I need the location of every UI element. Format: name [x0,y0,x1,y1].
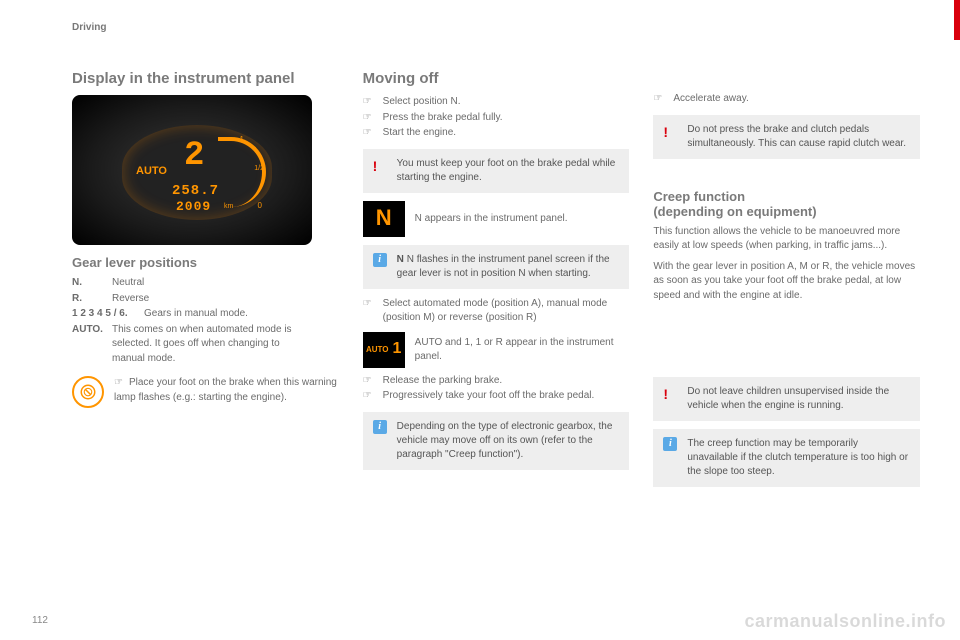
accel-step: ☞ Accelerate away. [653,92,920,107]
dash-trip: 258.7 [172,183,219,199]
arrow-icon: ☞ [114,377,123,388]
arrow-icon: ☞ [363,297,375,326]
step: Select automated mode (position A), manu… [383,297,630,326]
page-number: 112 [32,615,48,626]
steps-3: ☞ Release the parking brake. ☞ Progressive… [363,374,630,404]
callout-creep-ref: i Depending on the type of electronic ge… [363,412,630,470]
bold-n: N [397,254,404,265]
callout-text: Do not press the brake and clutch pedals… [687,123,910,151]
foot-brake-block: ☞Place your foot on the brake when this … [72,376,339,408]
creep-para-1: This function allows the vehicle to be m… [653,225,920,254]
step: Release the parking brake. [383,374,503,389]
gear-positions-title: Gear lever positions [72,255,339,270]
callout-clutch: ! Do not press the brake and clutch peda… [653,115,920,159]
warning-icon: ! [663,386,668,402]
dash-tick-half: 1/2 [254,165,264,172]
def-gears: Gears in manual mode. [144,307,302,322]
callout-text: Do not leave children unsupervised insid… [687,385,910,413]
dash-gear-digit: 2 [184,137,204,175]
auto-appears-row: AUTO1 AUTO and 1, 1 or R appear in the i… [363,332,630,368]
callout-brake-start: ! You must keep your foot on the brake p… [363,149,630,193]
dash-tick-1: 1 [240,135,244,144]
step: Accelerate away. [673,92,748,107]
step: Progressively take your foot off the bra… [383,389,595,404]
dash-fuel-arc [218,137,266,207]
steps-1: ☞ Select position N. ☞ Press the brake ped… [363,95,630,141]
callout-text: Depending on the type of electronic gear… [397,420,620,462]
callout-text: N N flashes in the instrument panel scre… [397,253,620,281]
auto-appears-text: AUTO and 1, 1 or R appear in the instrum… [415,336,630,364]
arrow-icon: ☞ [363,126,375,141]
panel-n-image: N [363,201,405,237]
panel-auto-label: AUTO [366,344,389,355]
arrow-icon: ☞ [363,95,375,110]
term-auto: AUTO. [72,323,112,338]
arrow-icon: ☞ [363,111,375,126]
warning-icon: ! [373,158,378,174]
info-icon: i [663,437,677,451]
term-r: R. [72,292,112,307]
panel-auto1-image: AUTO1 [363,332,405,368]
panel-n-glyph: N [376,203,392,234]
callout-n-flash: i N N flashes in the instrument panel sc… [363,245,630,289]
col2-title: Moving off [363,70,630,87]
creep-para-2: With the gear lever in position A, M or … [653,260,920,304]
creep-subtitle: (depending on equipment) [653,204,920,219]
term-n: N. [72,276,112,291]
foot-brake-body: Place your foot on the brake when this w… [114,377,337,403]
gear-positions-list: N.Neutral R.Reverse 1 2 3 4 5 / 6.Gears … [72,276,339,366]
steps-2: ☞ Select automated mode (position A), man… [363,297,630,326]
content-grid: Display in the instrument panel AUTO 2 2… [72,70,920,495]
dash-odo: 2009 [176,199,211,214]
instrument-panel-image: AUTO 2 258.7 2009 km 1 1/2 0 [72,95,312,245]
panel-1-glyph: 1 [392,338,401,360]
info-icon: i [373,420,387,434]
arrow-icon: ☞ [653,92,665,107]
step: Press the brake pedal fully. [383,111,503,126]
n-flash-text: N flashes in the instrument panel screen… [397,254,610,279]
dash-screen: AUTO 2 258.7 2009 km 1 1/2 0 [122,125,272,220]
dash-auto-label: AUTO [136,165,167,177]
callout-text: You must keep your foot on the brake ped… [397,157,620,185]
column-1: Display in the instrument panel AUTO 2 2… [72,70,339,495]
step: Select position N. [383,95,461,110]
callout-text: The creep function may be temporarily un… [687,437,910,479]
n-appears-row: N N appears in the instrument panel. [363,201,630,237]
n-appears-text: N appears in the instrument panel. [415,212,568,226]
brake-warning-icon [72,376,104,408]
step: Start the engine. [383,126,456,141]
callout-temp: i The creep function may be temporarily … [653,429,920,487]
col1-title: Display in the instrument panel [72,70,339,87]
def-r: Reverse [112,292,302,307]
foot-brake-text: ☞Place your foot on the brake when this … [114,376,339,405]
arrow-icon: ☞ [363,374,375,389]
watermark: carmanualsonline.info [744,611,946,632]
warning-icon: ! [663,124,668,140]
dash-tick-0: 0 [258,201,262,210]
term-gears: 1 2 3 4 5 / 6. [72,307,144,322]
arrow-icon: ☞ [363,389,375,404]
column-2: Moving off ☞ Select position N. ☞ Press th… [363,70,630,495]
section-header: Driving [72,22,106,33]
creep-title: Creep function [653,189,920,204]
def-n: Neutral [112,276,302,291]
info-icon: i [373,253,387,267]
callout-children: ! Do not leave children unsupervised ins… [653,377,920,421]
def-auto: This comes on when automated mode is sel… [112,323,302,367]
column-3: ☞ Accelerate away. ! Do not press the bra… [653,70,920,495]
accent-bar [954,0,960,40]
